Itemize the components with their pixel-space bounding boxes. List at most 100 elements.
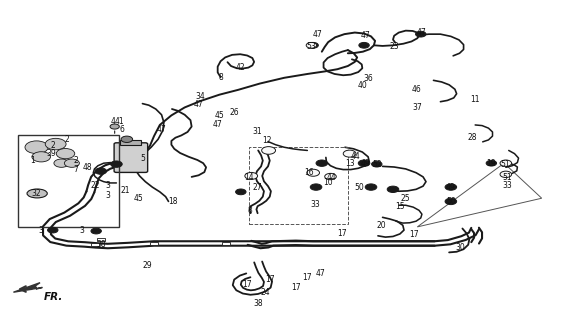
Text: 16: 16 — [304, 168, 314, 177]
Polygon shape — [13, 283, 42, 292]
Text: 14: 14 — [245, 173, 254, 182]
Bar — [18, 134, 119, 227]
Circle shape — [110, 124, 119, 129]
Text: 50: 50 — [446, 197, 456, 206]
Circle shape — [95, 168, 107, 174]
Text: 45: 45 — [133, 194, 143, 203]
Text: 47: 47 — [417, 28, 427, 37]
FancyBboxPatch shape — [114, 143, 148, 172]
Text: FR.: FR. — [44, 292, 63, 302]
Ellipse shape — [27, 189, 48, 198]
Text: 42: 42 — [236, 63, 246, 72]
Text: 10: 10 — [323, 178, 332, 187]
Text: 4: 4 — [111, 117, 116, 126]
Text: 47: 47 — [361, 31, 371, 40]
Text: 38: 38 — [253, 299, 263, 308]
Text: 24: 24 — [261, 288, 270, 297]
Text: 2: 2 — [50, 141, 55, 150]
Circle shape — [306, 43, 317, 48]
Circle shape — [365, 184, 377, 190]
Text: 53: 53 — [307, 42, 316, 52]
Text: 28: 28 — [467, 133, 477, 142]
Text: 17: 17 — [303, 273, 312, 282]
Text: 12: 12 — [262, 136, 271, 145]
Bar — [121, 140, 142, 145]
Text: 49: 49 — [446, 183, 456, 192]
Text: 33: 33 — [310, 200, 320, 209]
Text: 19: 19 — [486, 159, 495, 168]
Circle shape — [486, 160, 496, 166]
Circle shape — [235, 189, 246, 195]
Text: 30: 30 — [456, 243, 466, 252]
Circle shape — [54, 159, 69, 167]
Circle shape — [262, 147, 275, 154]
Text: 47: 47 — [194, 100, 204, 109]
Circle shape — [91, 228, 102, 234]
Text: 11: 11 — [470, 95, 480, 104]
Circle shape — [111, 161, 122, 167]
Text: 22: 22 — [90, 181, 100, 190]
Circle shape — [121, 136, 133, 142]
Text: 47: 47 — [316, 268, 325, 278]
Text: 6: 6 — [119, 125, 125, 134]
Text: 20: 20 — [376, 221, 386, 230]
Text: 17: 17 — [291, 283, 300, 292]
Text: 17: 17 — [265, 275, 274, 284]
Text: 52: 52 — [372, 160, 382, 169]
Circle shape — [56, 148, 75, 159]
Circle shape — [32, 152, 50, 162]
Text: 45: 45 — [215, 111, 224, 120]
Circle shape — [387, 186, 399, 193]
Circle shape — [245, 172, 258, 180]
Text: 51: 51 — [502, 173, 512, 182]
Text: 48: 48 — [83, 163, 92, 172]
Circle shape — [48, 227, 58, 233]
Text: 50: 50 — [354, 183, 364, 192]
Text: 47: 47 — [212, 120, 222, 130]
Circle shape — [307, 169, 320, 176]
Text: 37: 37 — [412, 103, 422, 112]
Text: 39: 39 — [47, 149, 56, 158]
Circle shape — [310, 184, 322, 190]
Text: 40: 40 — [357, 81, 367, 90]
Text: 27: 27 — [252, 183, 262, 192]
Bar — [222, 242, 230, 245]
Text: 8: 8 — [247, 206, 252, 215]
Text: 2: 2 — [65, 135, 70, 144]
Bar — [97, 238, 105, 241]
Circle shape — [445, 184, 456, 190]
Text: 44: 44 — [327, 173, 336, 182]
Circle shape — [316, 160, 328, 166]
Text: 46: 46 — [411, 85, 421, 94]
Circle shape — [500, 160, 512, 166]
Circle shape — [445, 198, 456, 204]
Text: 17: 17 — [242, 280, 251, 289]
Circle shape — [343, 150, 356, 157]
Circle shape — [500, 171, 512, 178]
Text: 32: 32 — [32, 189, 41, 198]
Text: 7: 7 — [74, 165, 78, 174]
Text: 2: 2 — [74, 156, 78, 164]
Circle shape — [25, 141, 48, 154]
Text: 47: 47 — [313, 30, 322, 39]
Text: 23: 23 — [389, 42, 399, 52]
Text: 3: 3 — [106, 190, 110, 200]
Text: 17: 17 — [337, 229, 347, 238]
Text: 3: 3 — [39, 226, 43, 235]
Text: 47: 47 — [157, 125, 166, 134]
Text: 13: 13 — [345, 159, 354, 168]
Text: 31: 31 — [252, 127, 262, 136]
Text: 17: 17 — [409, 230, 419, 239]
Circle shape — [45, 138, 66, 150]
Text: 1: 1 — [30, 156, 35, 164]
Bar — [150, 242, 158, 245]
Circle shape — [64, 159, 79, 167]
Circle shape — [415, 31, 426, 37]
Text: 3: 3 — [79, 226, 84, 235]
Text: 41: 41 — [114, 117, 124, 126]
Circle shape — [308, 43, 318, 48]
Text: 3: 3 — [106, 181, 110, 190]
Text: 51: 51 — [501, 160, 510, 169]
Text: 15: 15 — [395, 202, 405, 211]
Text: 8: 8 — [218, 73, 223, 82]
